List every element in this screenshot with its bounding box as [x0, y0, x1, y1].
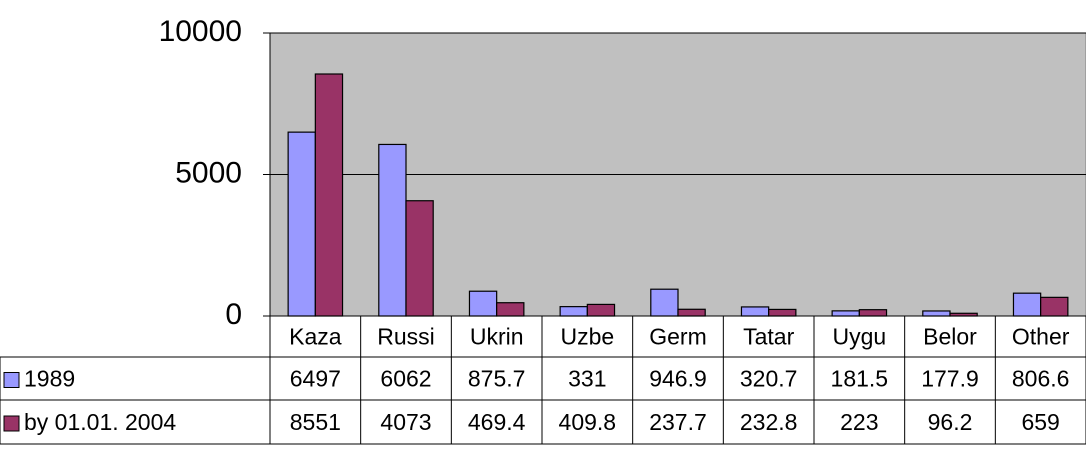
- table-value: 659: [1021, 409, 1059, 435]
- x-tick-label: Kaza: [289, 324, 342, 350]
- bar: [922, 310, 951, 317]
- bar: [740, 306, 770, 317]
- table-value: 8551: [290, 409, 341, 435]
- y-tick-label: 0: [225, 298, 242, 331]
- table-value: 6062: [380, 366, 431, 392]
- bar: [831, 310, 860, 317]
- x-tick-label: Other: [1012, 324, 1070, 350]
- legend-swatch: [3, 415, 20, 432]
- x-tick-label: Russi: [377, 324, 435, 350]
- y-tick-label: 5000: [175, 156, 242, 189]
- table-value: 4073: [380, 409, 431, 435]
- bar: [559, 306, 588, 317]
- bar: [768, 308, 797, 317]
- x-tick-label: Belor: [923, 324, 977, 350]
- bar: [314, 73, 344, 317]
- legend-label: 1989: [24, 366, 75, 392]
- legend-swatch: [3, 372, 20, 388]
- table-value: 232.8: [740, 409, 798, 435]
- x-tick-label: Tatar: [743, 324, 794, 350]
- x-tick-label: Uzbe: [560, 324, 614, 350]
- bar: [1012, 292, 1042, 317]
- table-value: 875.7: [468, 366, 526, 392]
- bar: [405, 200, 434, 317]
- bar: [468, 290, 498, 317]
- table-value: 469.4: [468, 409, 526, 435]
- bar: [1040, 296, 1069, 317]
- table-value: 409.8: [559, 409, 617, 435]
- bar: [650, 288, 679, 317]
- table-value: 946.9: [649, 366, 707, 392]
- bar: [677, 308, 706, 317]
- table-value: 331: [568, 366, 606, 392]
- x-tick-label: Ukrin: [470, 324, 524, 350]
- x-tick-label: Uygu: [832, 324, 886, 350]
- y-tick-label: 10000: [159, 15, 242, 48]
- table-value: 320.7: [740, 366, 798, 392]
- table-value: 6497: [290, 366, 341, 392]
- x-tick-label: Germ: [649, 324, 707, 350]
- bar: [858, 309, 888, 317]
- bar: [586, 303, 616, 317]
- bar: [496, 302, 525, 317]
- table-value: 177.9: [921, 366, 979, 392]
- table-value: 223: [840, 409, 878, 435]
- table-value: 96.2: [928, 409, 973, 435]
- table-value: 806.6: [1012, 366, 1070, 392]
- bar: [287, 131, 316, 317]
- legend-label: by 01.01. 2004: [24, 409, 176, 435]
- bar: [378, 143, 407, 317]
- table-value: 181.5: [831, 366, 889, 392]
- table-value: 237.7: [649, 409, 707, 435]
